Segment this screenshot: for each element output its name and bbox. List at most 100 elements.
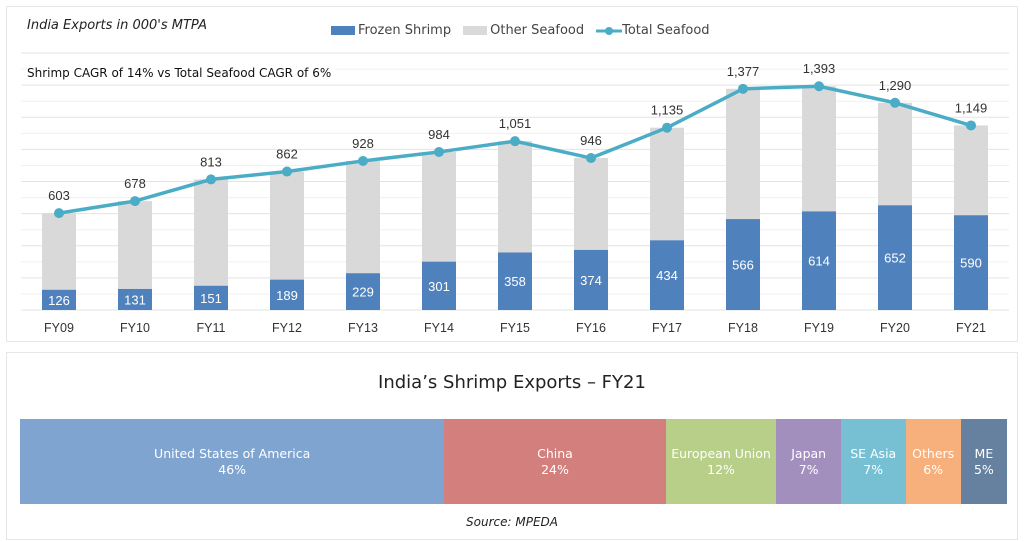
segment-percent: 5% (973, 461, 994, 477)
total-seafood-point (434, 146, 444, 157)
shrimp-data-label: 652 (884, 251, 906, 266)
segment-japan: Japan 7% (776, 419, 841, 504)
segment-european-union: European Union 12% (665, 419, 777, 504)
segment-label: ME (974, 445, 994, 461)
shrimp-data-label: 434 (656, 268, 678, 283)
segment-label: Japan (791, 445, 827, 461)
frozen-shrimp-bar (346, 273, 380, 310)
frozen-shrimp-bar (574, 249, 608, 310)
shrimp-data-label: 566 (732, 258, 754, 273)
destination-stacked-bar: United States of America 46% China 24% Europ… (20, 419, 1007, 504)
other-seafood-bar (574, 158, 608, 250)
total-data-label: 603 (48, 188, 70, 203)
x-tick-label: FY20 (880, 321, 910, 335)
legend-frozen-shrimp: Frozen Shrimp (331, 23, 451, 38)
shrimp-data-label: 374 (580, 273, 602, 288)
frozen-shrimp-bar (498, 252, 532, 310)
frozen-shrimp-bar (42, 289, 76, 310)
other-seafood-bar (726, 88, 760, 220)
frozen-shrimp-bar (650, 240, 684, 310)
total-data-label: 813 (200, 154, 222, 169)
other-seafood-bar (270, 171, 304, 280)
unit-label: India Exports in 000's MTPA (27, 18, 208, 33)
segment-label: China (537, 445, 573, 461)
legend-label: Frozen Shrimp (358, 23, 452, 38)
segment-united-states-of-america: United States of America 46% (20, 419, 445, 504)
frozen-shrimp-bar (118, 288, 152, 310)
segment-label: Others (912, 445, 955, 461)
segment-percent: 12% (707, 461, 735, 477)
total-data-label: 1,135 (651, 103, 684, 118)
total-data-label: 984 (428, 127, 450, 142)
segment-label: United States of America (154, 445, 311, 461)
legend-total-seafood: Total Seafood (596, 23, 710, 38)
segment-percent: 7% (863, 461, 884, 477)
other-seafood-bar (422, 151, 456, 262)
frozen-shrimp-bar (954, 215, 988, 310)
shrimp-data-label: 189 (276, 288, 298, 303)
legend-line-marker (596, 26, 623, 35)
x-tick-label: FY15 (500, 321, 530, 335)
shrimp-data-label: 151 (200, 291, 222, 306)
other-seafood-bar (118, 201, 152, 289)
x-tick-label: FY16 (576, 321, 606, 335)
total-seafood-point (890, 97, 900, 108)
total-data-label: 946 (580, 133, 602, 148)
other-seafood-bar (498, 141, 532, 253)
total-data-label: 1,377 (727, 64, 760, 79)
total-data-label: 1,290 (879, 78, 912, 93)
frozen-shrimp-bar (422, 261, 456, 310)
x-tick-label: FY19 (804, 321, 834, 335)
other-seafood-bar (346, 160, 380, 274)
total-data-label: 1,393 (803, 61, 836, 76)
total-data-label: 1,149 (955, 100, 988, 115)
other-seafood-bar (878, 102, 912, 206)
total-data-label: 928 (352, 136, 374, 151)
other-seafood-bar (194, 179, 228, 286)
frozen-shrimp-bar (726, 219, 760, 310)
segment-me: ME 5% (960, 419, 1007, 504)
total-seafood-point (510, 136, 520, 147)
segment-percent: 24% (541, 461, 569, 477)
segment-percent: 7% (798, 461, 819, 477)
shrimp-data-label: 590 (960, 256, 982, 271)
total-data-label: 862 (276, 147, 298, 162)
x-tick-label: FY21 (956, 321, 986, 335)
x-tick-label: FY17 (652, 321, 682, 335)
segment-others: Others 6% (905, 419, 961, 504)
other-seafood-bar (954, 125, 988, 216)
exports-chart-panel: 126 FY09 131 FY10 151 FY11 189 FY12 229 FY13 301 FY… (6, 6, 1018, 342)
segment-label: SE Asia (850, 445, 897, 461)
legend-label: Other Seafood (490, 23, 585, 38)
segment-percent: 6% (923, 461, 944, 477)
shrimp-data-label: 131 (124, 292, 146, 307)
shrimp-data-label: 126 (48, 293, 70, 308)
total-seafood-point (662, 122, 672, 133)
total-seafood-point (282, 166, 292, 177)
shrimp-data-label: 229 (352, 285, 374, 300)
x-tick-label: FY10 (120, 321, 150, 335)
segment-se-asia: SE Asia 7% (840, 419, 906, 504)
frozen-shrimp-bar (878, 205, 912, 310)
destination-title: India’s Shrimp Exports – FY21 (378, 372, 646, 393)
shrimp-data-label: 358 (504, 274, 526, 289)
total-seafood-point (130, 196, 140, 207)
other-seafood-bar (802, 86, 836, 212)
x-tick-label: FY11 (197, 321, 226, 335)
shrimp-data-label: 614 (808, 254, 830, 269)
x-tick-label: FY13 (348, 321, 378, 335)
frozen-shrimp-bar (802, 211, 836, 310)
total-data-label: 678 (124, 176, 146, 191)
legend-swatch (331, 26, 355, 35)
legend-other-seafood: Other Seafood (463, 23, 584, 38)
segment-label: European Union (671, 445, 771, 461)
source-note: Source: MPEDA (466, 515, 558, 529)
x-tick-label: FY09 (44, 321, 74, 335)
legend: Frozen Shrimp Other Seafood Total Seafoo… (331, 23, 716, 38)
legend-label: Total Seafood (622, 23, 710, 38)
total-data-label: 1,051 (499, 116, 532, 131)
x-tick-label: FY12 (272, 321, 302, 335)
segment-china: China 24% (444, 419, 666, 504)
other-seafood-bar (42, 213, 76, 290)
total-seafood-point (358, 155, 368, 166)
